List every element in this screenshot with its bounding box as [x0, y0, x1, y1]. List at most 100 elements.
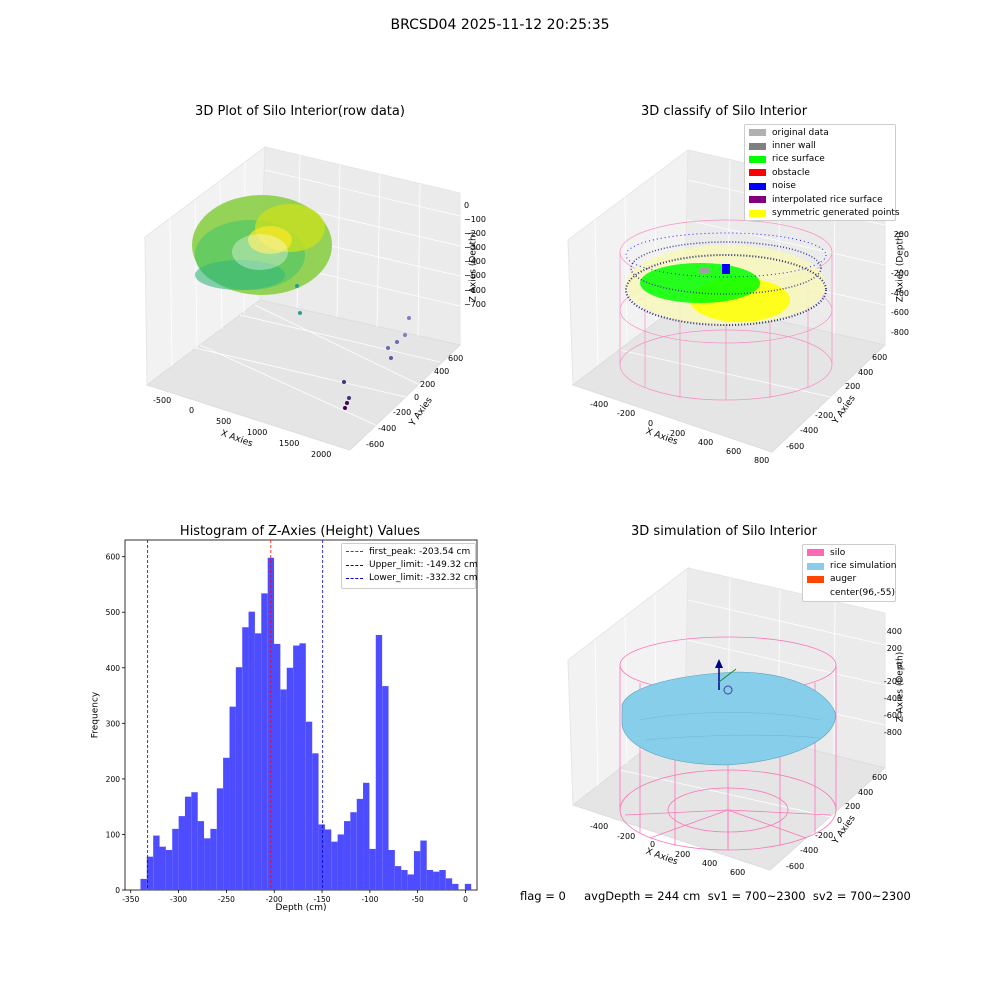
- histogram-bar: [445, 878, 453, 890]
- figure-title: BRCSD04 2025-11-12 20:25:35: [390, 17, 610, 33]
- plot1-z-tick: −500: [464, 271, 486, 281]
- hist-x-label: Depth (cm): [275, 903, 327, 913]
- plot4-z-tick: 400: [886, 627, 902, 636]
- plot1-x-tick: 1500: [279, 439, 300, 448]
- histogram-bar: [274, 643, 281, 890]
- histogram-bar: [280, 689, 287, 890]
- legend-swatch: [346, 577, 363, 579]
- histogram-bar: [356, 798, 364, 890]
- histogram-bar: [305, 721, 313, 890]
- hist-x-tick-label: -200: [266, 895, 283, 904]
- hist-x-tick-label: -350: [122, 895, 139, 904]
- legend-item: rice simulation: [803, 559, 896, 572]
- plot1-x-tick: 0: [189, 406, 195, 415]
- plot2-y-tick: -400: [800, 426, 819, 435]
- histogram-bar: [165, 850, 173, 890]
- histogram-bar: [375, 635, 383, 890]
- histogram-bar: [420, 840, 427, 890]
- hist-y-tick-label: 100: [106, 830, 121, 839]
- histogram-bar: [172, 828, 179, 890]
- plot1-z-tick: 0: [464, 201, 470, 210]
- histogram-bar: [388, 850, 395, 890]
- plot2-x-tick: 0: [648, 419, 654, 428]
- legend-swatch: [346, 551, 363, 553]
- histogram-bar: [452, 883, 459, 890]
- hist-y-label: Frequency: [90, 691, 101, 739]
- plot2-y-tick: 600: [872, 353, 888, 362]
- plot4-y-tick: 0: [837, 816, 843, 825]
- plot4-z-tick: -600: [883, 710, 902, 720]
- histogram-bar: [433, 871, 440, 890]
- hist-x-tick-label: -150: [314, 895, 331, 904]
- plot2-y-tick: 400: [858, 368, 874, 377]
- histogram-bar: [407, 874, 414, 890]
- plot2-z-tick: -400: [890, 288, 909, 298]
- legend-item: Upper_limit: -149.32 cm: [342, 558, 478, 571]
- plot2-x-tick: -200: [617, 409, 636, 418]
- legend-swatch: [749, 169, 766, 177]
- plot4-z-tick: -400: [883, 694, 902, 704]
- plot1-x-tick: 2000: [311, 450, 332, 459]
- legend-item: symmetric generated points: [745, 206, 900, 219]
- histogram-bar: [299, 643, 306, 890]
- hist-y-tick-label: 0: [115, 886, 120, 895]
- plot2-z-tick: 200: [893, 230, 909, 239]
- plot2-x-tick: 200: [670, 429, 686, 438]
- plot2-y-tick: -200: [815, 411, 834, 420]
- histogram-bar: [140, 878, 147, 890]
- legend-item: noise: [745, 180, 895, 193]
- legend-item: original data: [745, 126, 895, 139]
- hist-y-tick-label: 300: [106, 719, 121, 728]
- plot4-x-tick: -200: [617, 832, 636, 841]
- histogram-bar: [312, 753, 319, 890]
- plot2-y-tick: 0: [837, 396, 843, 405]
- histogram-bar: [350, 812, 357, 890]
- plot4-z-tick: 200: [886, 643, 902, 653]
- plot2-z-tick: -600: [890, 308, 909, 318]
- plot2-x-tick: 800: [754, 456, 770, 465]
- histogram-bar: [261, 593, 268, 890]
- plot1-y-tick: -600: [366, 440, 385, 449]
- plot1-y-tick: 400: [434, 367, 450, 376]
- plot2-y-tick: -600: [786, 442, 805, 451]
- histogram-bar: [344, 821, 351, 890]
- plot1-y-tick: 200: [420, 380, 436, 389]
- histogram-bar: [363, 782, 370, 890]
- plot4-x-tick: 400: [702, 859, 718, 868]
- hist-y-tick-label: 500: [106, 608, 121, 617]
- legend-swatch: [749, 129, 766, 137]
- histogram-bar: [394, 866, 402, 890]
- legend-item: center(96,-55): [803, 586, 895, 599]
- hist-y-tick-label: 400: [106, 664, 121, 673]
- plot4-y-tick: -600: [786, 862, 805, 871]
- histogram-bar: [197, 821, 205, 890]
- histogram-bar: [401, 870, 408, 890]
- histogram-bar: [178, 816, 185, 890]
- legend-swatch: [749, 196, 766, 204]
- plot1-z-tick: −700: [464, 299, 486, 309]
- legend-swatch: [749, 209, 766, 217]
- legend-item: interpolated rice surface: [745, 193, 895, 206]
- plot3-title: Histogram of Z-Axies (Height) Values: [179, 524, 421, 539]
- plot4-z-tick: 0: [896, 660, 902, 670]
- plot4-x-tick: 0: [650, 840, 656, 849]
- plot1-y-tick: 600: [448, 354, 464, 363]
- histogram-bar: [413, 851, 421, 890]
- histogram-bar: [223, 757, 230, 890]
- histogram-bar: [464, 883, 472, 890]
- plot1-z-tick: −600: [464, 285, 486, 295]
- plot2-x-tick: -400: [590, 400, 609, 409]
- plot2-z-tick: 0: [903, 249, 909, 259]
- plot1-y-tick: -400: [378, 424, 397, 433]
- legend-swatch: [346, 564, 363, 566]
- legend-item: silo: [803, 546, 895, 559]
- plot2-z-tick: -200: [890, 269, 909, 279]
- plot4-title: 3D simulation of Silo Interior: [631, 524, 817, 539]
- histogram-bar: [439, 870, 446, 890]
- plot2-z-tick: -800: [890, 327, 909, 337]
- plot4-z-tick: -200: [883, 677, 902, 687]
- plot1-title: 3D Plot of Silo Interior(row data): [195, 104, 405, 119]
- plot1-z-ticks: 0 −100 −200 −300 −400 −500 −600 −700: [464, 199, 486, 312]
- histogram-bar: [254, 633, 262, 890]
- hist-y-tick-label: 600: [106, 553, 121, 562]
